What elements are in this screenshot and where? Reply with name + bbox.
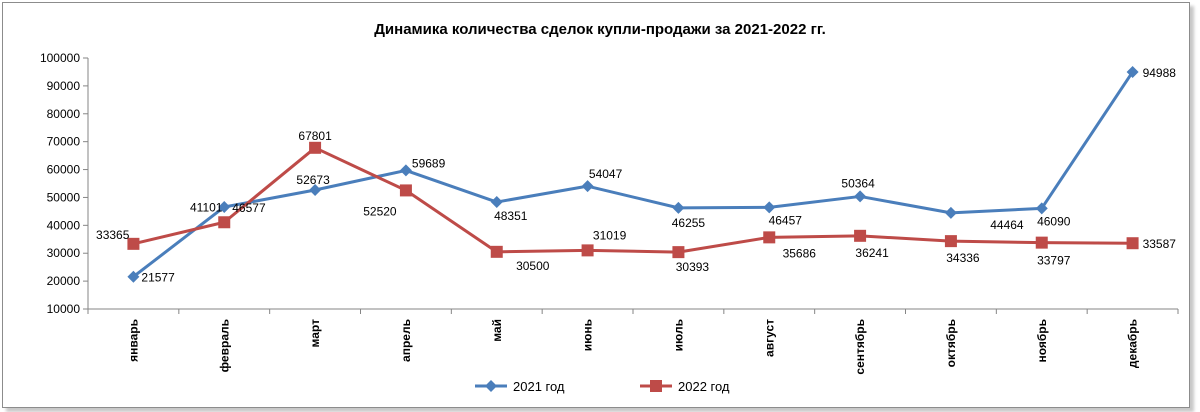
chart-frame [2, 2, 1190, 408]
data-point-2022 [944, 235, 957, 248]
x-tick-label: июнь [581, 319, 595, 351]
data-point-2021 [127, 270, 140, 283]
data-label-2021: 46090 [1037, 214, 1071, 228]
data-point-2022 [399, 184, 412, 197]
y-tick-label: 10000 [47, 302, 81, 316]
data-point-2021 [1126, 65, 1139, 78]
series-line-1 [132, 71, 1134, 278]
data-label-2021: 59689 [412, 156, 446, 170]
data-label-2021: 94988 [1143, 66, 1177, 80]
data-point-2022 [581, 244, 594, 257]
data-label-2022: 30393 [676, 260, 710, 274]
data-point-2021 [854, 190, 867, 203]
x-tick-label: апрель [399, 319, 413, 362]
data-label-2022: 30500 [516, 259, 550, 273]
data-label-2022: 36241 [855, 246, 889, 260]
data-point-2022 [218, 216, 231, 229]
legend-marker-2021 [485, 380, 497, 392]
x-tick-label: сентябрь [853, 319, 867, 375]
data-point-2022 [1126, 237, 1139, 250]
axes: 10000 20000 30000 40000 50000 60000 70000 80000… [40, 51, 1179, 375]
data-point-2021 [490, 196, 503, 209]
data-label-2022: 67801 [298, 129, 332, 143]
x-tick-label: август [762, 319, 776, 357]
data-label-2021: 46577 [232, 201, 266, 215]
data-point-2022 [1035, 236, 1048, 249]
y-tick-label: 50000 [47, 190, 81, 204]
data-label-2022: 31019 [593, 228, 627, 242]
data-point-2022 [763, 231, 776, 244]
y-tick-label: 20000 [47, 274, 81, 288]
y-tick-label: 60000 [47, 163, 81, 177]
series-layer [127, 65, 1139, 283]
data-point-2022 [672, 246, 685, 259]
data-point-2021 [672, 201, 685, 214]
y-tick-label: 40000 [47, 218, 81, 232]
x-tick-label: март [308, 319, 322, 348]
x-tick-label: май [490, 319, 504, 342]
legend-label-2021: 2021 год [513, 379, 565, 394]
y-tick-label: 80000 [47, 107, 81, 121]
data-label-2021: 54047 [589, 167, 623, 181]
data-label-2022: 33365 [96, 228, 130, 242]
data-label-2021: 48351 [494, 209, 528, 223]
x-tick-label: декабрь [1126, 319, 1140, 368]
legend-marker-2022 [650, 380, 662, 392]
y-tick-label: 70000 [47, 135, 81, 149]
data-point-2022 [127, 237, 140, 250]
data-label-2022: 33587 [1143, 237, 1177, 251]
x-tick-label: октябрь [944, 319, 958, 367]
data-label-2021: 46457 [769, 213, 803, 227]
x-tick-label: июль [671, 319, 685, 351]
data-point-2021 [581, 180, 594, 193]
data-label-2021: 44464 [990, 218, 1024, 232]
data-label-2022: 41101 [190, 200, 223, 214]
data-label-2022: 33797 [1037, 254, 1071, 268]
x-tick-label: февраль [217, 319, 231, 372]
chart-title: Динамика количества сделок купли-продажи… [374, 21, 826, 38]
data-label-2021: 46255 [672, 216, 706, 230]
legend: 2021 год 2022 год [475, 379, 730, 394]
y-tick-label: 30000 [47, 246, 81, 260]
data-point-2021 [309, 183, 322, 196]
data-labels: 21577 46577 52673 59689 48351 54047 46255 46457… [96, 66, 1176, 285]
data-label-2022: 52520 [363, 204, 397, 218]
data-point-2021 [1035, 202, 1048, 215]
x-tick-label: январь [126, 319, 140, 362]
data-point-2021 [763, 201, 776, 214]
data-label-2021: 52673 [296, 173, 330, 187]
data-point-2022 [490, 245, 503, 258]
x-tick-label: ноябрь [1035, 319, 1049, 363]
data-label-2021: 21577 [141, 271, 175, 285]
data-label-2022: 34336 [946, 251, 980, 265]
data-point-2022 [309, 141, 322, 154]
data-label-2022: 35686 [783, 246, 817, 260]
y-tick-label: 90000 [47, 79, 81, 93]
data-point-2021 [944, 206, 957, 219]
series-line-2 [133, 146, 1133, 254]
data-point-2022 [854, 229, 867, 242]
y-tick-label: 100000 [40, 51, 80, 65]
data-point-2021 [218, 200, 231, 213]
data-point-2021 [399, 164, 412, 177]
data-label-2021: 50364 [841, 176, 875, 190]
legend-label-2022: 2022 год [678, 379, 730, 394]
